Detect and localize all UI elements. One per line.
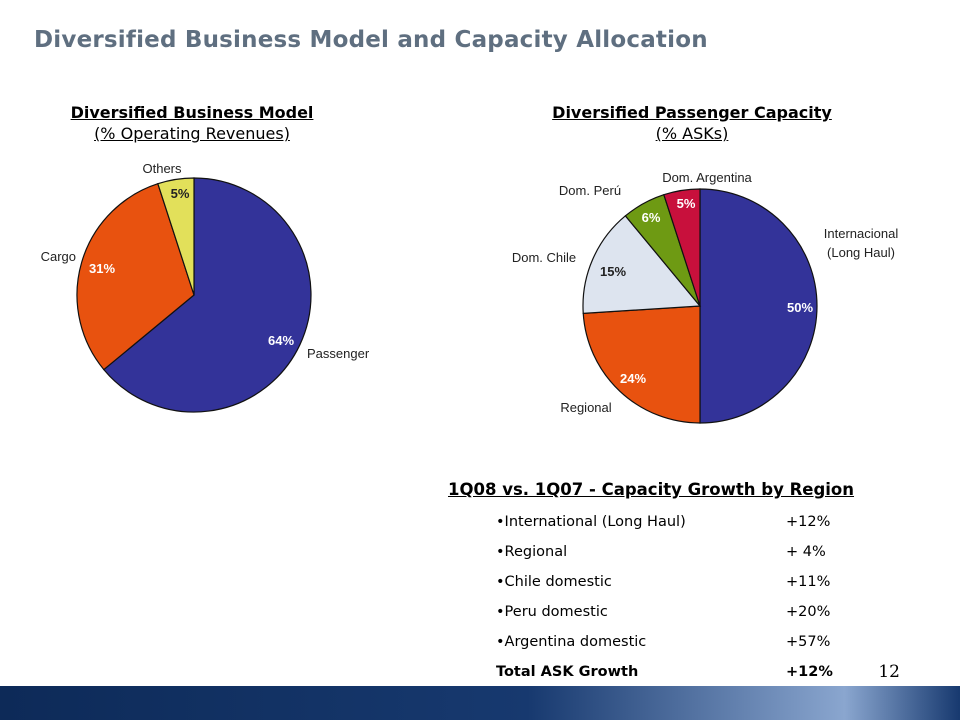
- page-number: 12: [878, 662, 900, 682]
- capacity-pct-label-internacional-long-haul: 50%: [787, 300, 813, 315]
- business-model-chart-subtitle: (% Operating Revenues): [94, 124, 290, 143]
- business-model-category-label-passenger: Passenger: [307, 346, 370, 361]
- business-model-pct-label-passenger: 64%: [268, 333, 294, 348]
- capacity-pct-label-dom-chile: 15%: [600, 264, 626, 279]
- business-model-chart-header: Diversified Business Model (% Operating …: [22, 102, 362, 144]
- growth-row: •Regional + 4%: [496, 544, 876, 574]
- business-model-pct-label-others: 5%: [171, 186, 190, 201]
- growth-row: •Peru domestic +20%: [496, 604, 876, 634]
- capacity-growth-list: •International (Long Haul) +12% •Regiona…: [496, 514, 876, 694]
- growth-total-row: Total ASK Growth +12%: [496, 664, 876, 694]
- capacity-chart-subtitle: (% ASKs): [655, 124, 729, 143]
- capacity-category-label-internacional-long-haul: Internacional (Long Haul): [824, 226, 899, 260]
- business-model-slice-cargo: [76, 182, 195, 371]
- capacity-slice-internacional-long-haul: [699, 188, 818, 424]
- growth-row-label: •International (Long Haul): [496, 514, 686, 530]
- footer-bar: [0, 686, 960, 720]
- capacity-pct-label-dom-per: 6%: [642, 210, 661, 225]
- capacity-category-label-regional: Regional: [560, 400, 611, 415]
- capacity-growth-title: 1Q08 vs. 1Q07 - Capacity Growth by Regio…: [448, 480, 855, 499]
- growth-row-value: + 4%: [786, 544, 826, 560]
- growth-total-label: Total ASK Growth: [496, 664, 639, 680]
- capacity-pct-label-dom-argentina: 5%: [677, 196, 696, 211]
- business-model-slice-passenger: [103, 177, 312, 413]
- growth-row-label: •Regional: [496, 544, 568, 560]
- capacity-category-label-dom-per: Dom. Perú: [559, 183, 621, 198]
- business-model-chart-title: Diversified Business Model: [70, 103, 314, 122]
- growth-row-label: •Argentina domestic: [496, 634, 647, 650]
- growth-row-label: •Peru domestic: [496, 604, 608, 620]
- growth-row-value: +11%: [786, 574, 831, 590]
- growth-row-value: +20%: [786, 604, 831, 620]
- growth-row: •Chile domestic +11%: [496, 574, 876, 604]
- growth-row-value: +57%: [786, 634, 831, 650]
- capacity-chart-header: Diversified Passenger Capacity (% ASKs): [492, 102, 892, 144]
- business-model-slice-others: [157, 177, 195, 296]
- capacity-slice-dom-argentina: [663, 188, 701, 307]
- capacity-chart-title: Diversified Passenger Capacity: [552, 103, 832, 122]
- capacity-slice-dom-chile: [582, 215, 702, 314]
- business-model-category-label-cargo: Cargo: [41, 249, 76, 264]
- capacity-category-label-dom-chile: Dom. Chile: [512, 250, 576, 265]
- capacity-pct-label-regional: 24%: [620, 371, 646, 386]
- capacity-category-label-dom-argentina: Dom. Argentina: [662, 170, 752, 185]
- page-title: Diversified Business Model and Capacity …: [34, 27, 708, 53]
- growth-row-label: •Chile domestic: [496, 574, 612, 590]
- growth-row: •Argentina domestic +57%: [496, 634, 876, 664]
- growth-row: •International (Long Haul) +12%: [496, 514, 876, 544]
- growth-total-value: +12%: [786, 664, 833, 680]
- capacity-slice-regional: [582, 305, 701, 424]
- business-model-pct-label-cargo: 31%: [89, 261, 115, 276]
- growth-row-value: +12%: [786, 514, 831, 530]
- business-model-category-label-others: Others: [142, 161, 182, 176]
